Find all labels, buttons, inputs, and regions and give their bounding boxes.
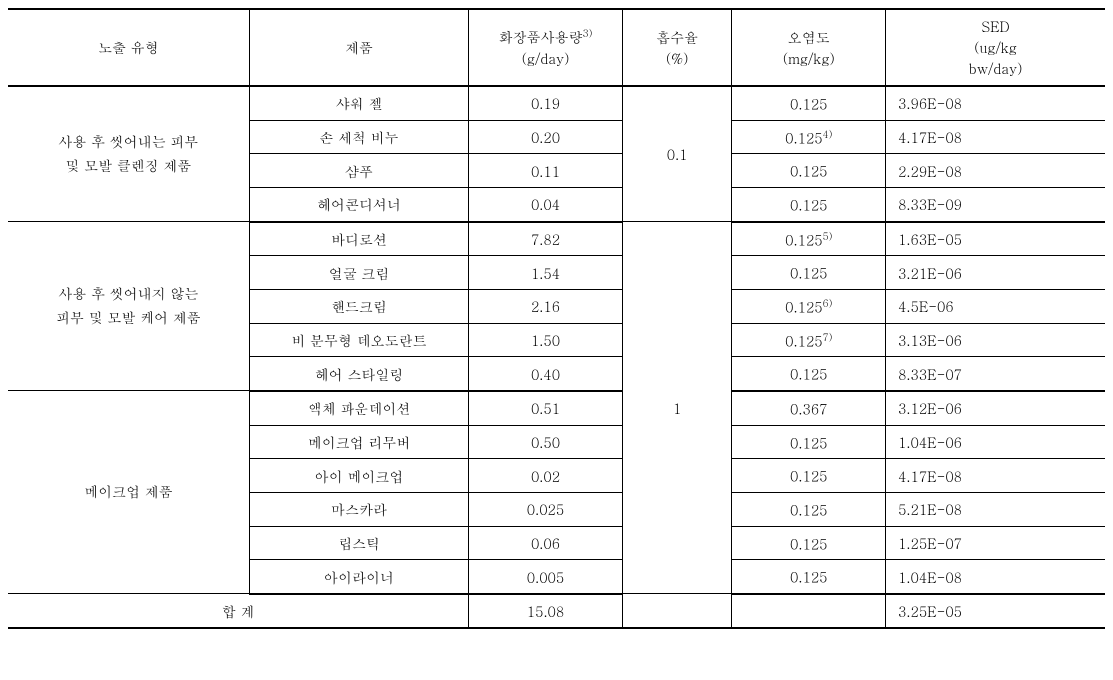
product-cell: 마스카라 [249, 492, 468, 526]
contamination-cell: 0.125 [732, 526, 886, 560]
contamination-cell: 0.1255) [732, 222, 886, 256]
contamination-cell: 0.1257) [732, 323, 886, 357]
header-sed-label: SED [981, 16, 1009, 36]
table-row: 메이크업 제품 액체 파운데이션 0.51 0.367 3.12E-06 [8, 391, 1105, 425]
header-usage-sup: 3) [583, 26, 593, 40]
header-absorption-label: 흡수율 [656, 27, 698, 47]
usage-cell: 0.20 [469, 120, 623, 154]
sed-cell: 1.63E-05 [886, 222, 1105, 256]
usage-cell: 1.54 [469, 256, 623, 290]
usage-cell: 0.19 [469, 86, 623, 120]
sed-cell: 4.5E-06 [886, 289, 1105, 323]
header-usage: 화장품사용량3) (g/day) [469, 9, 623, 86]
sed-cell: 8.33E-07 [886, 357, 1105, 391]
sed-cell: 3.21E-06 [886, 256, 1105, 290]
usage-cell: 0.025 [469, 492, 623, 526]
header-contamination-unit: (mg/kg) [783, 48, 835, 68]
product-cell: 헤어콘디셔너 [249, 187, 468, 221]
product-cell: 립스틱 [249, 526, 468, 560]
header-sed-unit2: bw/day) [969, 58, 1023, 78]
contamination-cell: 0.1256) [732, 289, 886, 323]
total-label: 합 계 [8, 594, 469, 628]
contamination-cell: 0.125 [732, 154, 886, 188]
contamination-cell: 0.1254) [732, 120, 886, 154]
group2-type: 사용 후 씻어내지 않는 피부 및 모발 케어 제품 [8, 222, 249, 391]
product-cell: 메이크업 리무버 [249, 425, 468, 459]
sed-cell: 3.13E-06 [886, 323, 1105, 357]
header-sed-unit1: (ug/kg [974, 37, 1017, 57]
total-sed: 3.25E-05 [886, 594, 1105, 628]
contamination-cell: 0.125 [732, 86, 886, 120]
sed-cell: 5.21E-08 [886, 492, 1105, 526]
usage-cell: 0.02 [469, 459, 623, 493]
sed-cell: 3.12E-06 [886, 391, 1105, 425]
header-contamination-label: 오염도 [788, 27, 830, 47]
product-cell: 핸드크림 [249, 289, 468, 323]
product-cell: 손 세척 비누 [249, 120, 468, 154]
header-contamination: 오염도 (mg/kg) [732, 9, 886, 86]
group3-type: 메이크업 제품 [8, 391, 249, 594]
group1-type-line2: 및 모발 클렌징 제품 [65, 155, 191, 175]
usage-cell: 0.11 [469, 154, 623, 188]
product-cell: 얼굴 크림 [249, 256, 468, 290]
usage-cell: 0.50 [469, 425, 623, 459]
absorption-cell: 0.1 [622, 86, 732, 222]
group1-type-line1: 사용 후 씻어내는 피부 [58, 131, 198, 151]
usage-cell: 0.06 [469, 526, 623, 560]
group2-type-line2: 피부 및 모발 케어 제품 [56, 307, 201, 327]
header-type: 노출 유형 [8, 9, 249, 86]
total-row: 합 계 15.08 3.25E-05 [8, 594, 1105, 628]
header-usage-label: 화장품사용량 [499, 27, 583, 47]
product-cell: 샴푸 [249, 154, 468, 188]
contamination-cell: 0.125 [732, 560, 886, 594]
header-sed: SED (ug/kg bw/day) [886, 9, 1105, 86]
product-cell: 샤워 젤 [249, 86, 468, 120]
group2-type-line1: 사용 후 씻어내지 않는 [58, 283, 198, 303]
total-usage: 15.08 [469, 594, 623, 628]
sed-cell: 8.33E-09 [886, 187, 1105, 221]
sed-cell: 1.04E-08 [886, 560, 1105, 594]
sed-cell: 3.96E-08 [886, 86, 1105, 120]
header-product: 제품 [249, 9, 468, 86]
product-cell: 액체 파운데이션 [249, 391, 468, 425]
header-row: 노출 유형 제품 화장품사용량3) (g/day) 흡수율 (%) 오염도 (m… [8, 9, 1105, 86]
table-row: 사용 후 씻어내는 피부 및 모발 클렌징 제품 샤워 젤 0.19 0.1 0… [8, 86, 1105, 120]
header-usage-unit: (g/day) [522, 48, 570, 68]
product-cell: 아이 메이크업 [249, 459, 468, 493]
sed-cell: 1.04E-06 [886, 425, 1105, 459]
usage-cell: 1.50 [469, 323, 623, 357]
contamination-cell: 0.125 [732, 357, 886, 391]
usage-cell: 0.04 [469, 187, 623, 221]
data-table: 노출 유형 제품 화장품사용량3) (g/day) 흡수율 (%) 오염도 (m… [8, 8, 1105, 629]
absorption-cell: 1 [622, 222, 732, 594]
product-cell: 헤어 스타일링 [249, 357, 468, 391]
total-contamination [732, 594, 886, 628]
usage-cell: 2.16 [469, 289, 623, 323]
product-cell: 아이라이너 [249, 560, 468, 594]
total-absorption [622, 594, 732, 628]
contamination-cell: 0.125 [732, 187, 886, 221]
contamination-cell: 0.125 [732, 256, 886, 290]
usage-cell: 0.005 [469, 560, 623, 594]
contamination-cell: 0.125 [732, 425, 886, 459]
usage-cell: 0.40 [469, 357, 623, 391]
usage-cell: 7.82 [469, 222, 623, 256]
sed-cell: 2.29E-08 [886, 154, 1105, 188]
contamination-cell: 0.367 [732, 391, 886, 425]
header-absorption: 흡수율 (%) [622, 9, 732, 86]
sed-cell: 4.17E-08 [886, 459, 1105, 493]
sed-cell: 1.25E-07 [886, 526, 1105, 560]
header-absorption-unit: (%) [666, 48, 689, 68]
table-row: 사용 후 씻어내지 않는 피부 및 모발 케어 제품 바디로션 7.82 1 0… [8, 222, 1105, 256]
product-cell: 바디로션 [249, 222, 468, 256]
contamination-cell: 0.125 [732, 459, 886, 493]
product-cell: 비 분무형 데오도란트 [249, 323, 468, 357]
group1-type: 사용 후 씻어내는 피부 및 모발 클렌징 제품 [8, 86, 249, 222]
contamination-cell: 0.125 [732, 492, 886, 526]
sed-cell: 4.17E-08 [886, 120, 1105, 154]
usage-cell: 0.51 [469, 391, 623, 425]
